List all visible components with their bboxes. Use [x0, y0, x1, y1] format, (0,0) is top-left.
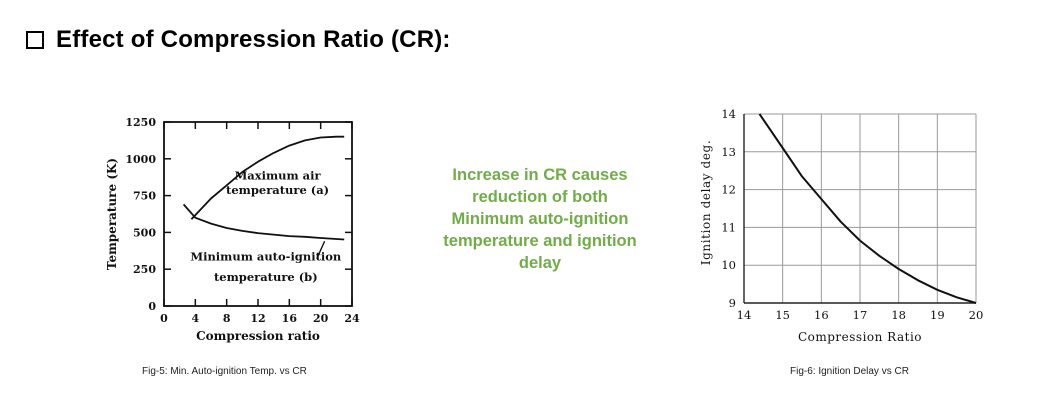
x-tick-label: 15: [775, 308, 790, 322]
cr-effect-statement: Increase in CR causes reduction of both …: [410, 164, 670, 274]
y-tick-label: 14: [721, 107, 736, 121]
x-tick-label: 24: [344, 312, 360, 325]
x-tick-label: 16: [814, 308, 829, 322]
statement-line: Increase in CR causes: [452, 166, 628, 184]
y-tick-label: 250: [133, 263, 156, 276]
fig6-caption: Fig-6: Ignition Delay vs CR: [790, 366, 909, 377]
series-label: Maximum air: [235, 168, 322, 182]
y-axis-label: Temperature (K): [105, 158, 119, 270]
x-tick-label: 19: [930, 308, 945, 322]
slide-heading: Effect of Compression Ratio (CR):: [26, 22, 451, 58]
statement-line: reduction of both: [472, 188, 608, 206]
x-tick-label: 0: [160, 312, 168, 325]
x-tick-label: 20: [969, 308, 984, 322]
min-auto-ignition-line: [182, 203, 345, 241]
y-tick-label: 1000: [125, 153, 156, 166]
x-axis-label: Compression ratio: [196, 329, 320, 343]
x-tick-label: 18: [891, 308, 906, 322]
y-tick-label: 11: [721, 220, 736, 234]
series-label: Minimum auto-ignition: [190, 249, 342, 263]
y-tick-label: 1250: [125, 116, 156, 129]
max-air-temp-line: [190, 135, 345, 220]
x-tick-label: 16: [282, 312, 298, 325]
x-axis-label: Compression Ratio: [798, 330, 922, 344]
label-pointer: [316, 240, 326, 260]
x-tick-label: 17: [853, 308, 868, 322]
fig5-caption: Fig-5: Min. Auto-ignition Temp. vs CR: [142, 366, 307, 377]
series-label: temperature (a): [226, 183, 329, 197]
y-tick-label: 10: [721, 258, 736, 272]
y-tick-label: 13: [721, 145, 736, 159]
ignition-delay-curve: [758, 113, 977, 304]
y-axis-label: Ignition delay deg.: [699, 140, 713, 265]
x-tick-label: 20: [313, 312, 329, 325]
checkbox-bullet-icon: [26, 31, 44, 49]
x-tick-label: 8: [223, 312, 231, 325]
slide-title: Effect of Compression Ratio (CR):: [56, 26, 451, 53]
x-tick-label: 12: [250, 312, 265, 325]
series-label: temperature (b): [214, 270, 318, 284]
ignition-delay-chart: 14 15 16 17 18 19 20 9 10 11 12 13 14 Compression Rat…: [699, 107, 984, 344]
y-tick-label: 500: [133, 226, 156, 239]
y-tick-label: 9: [729, 296, 736, 310]
x-tick-label: 14: [737, 308, 752, 322]
statement-line: Minimum auto-ignition: [451, 210, 629, 228]
y-tick-label: 750: [133, 190, 156, 203]
auto-ignition-temperature-chart: 0 250 500 750 1000 1250 0 4 8 12 16 20 24 Compression…: [105, 116, 360, 343]
statement-line: delay: [518, 254, 562, 272]
statement-line: temperature and ignition: [443, 232, 637, 250]
y-tick-label: 0: [148, 300, 156, 313]
x-tick-label: 4: [192, 312, 200, 325]
y-tick-label: 12: [721, 183, 736, 197]
